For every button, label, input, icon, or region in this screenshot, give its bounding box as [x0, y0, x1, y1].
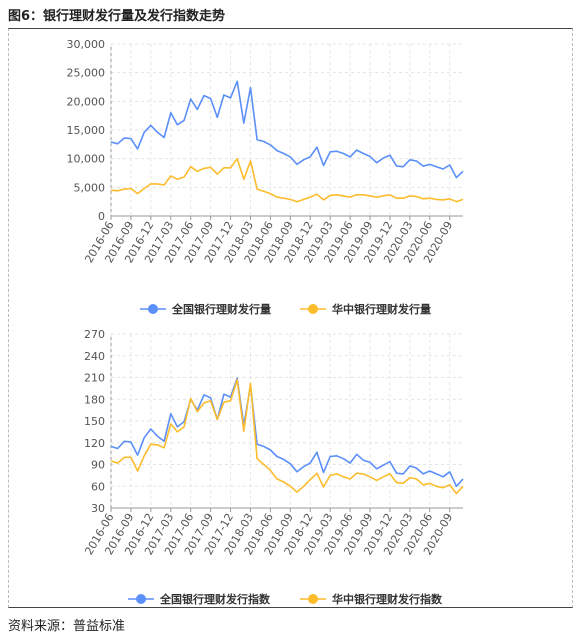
- legend-label: 华中银行理财发行量: [332, 302, 431, 316]
- legend-marker: [136, 594, 146, 604]
- legend-label: 华中银行理财发行指数: [332, 592, 443, 606]
- legend-item-1: 全国银行理财发行指数: [128, 592, 271, 606]
- y-tick-label: 120: [84, 437, 105, 450]
- y-tick-label: 30: [91, 502, 105, 515]
- legend-item-1: 全国银行理财发行量: [140, 302, 271, 316]
- series-line-2: [110, 157, 464, 203]
- legend-marker: [308, 594, 318, 604]
- y-tick-label: 20,000: [67, 95, 106, 108]
- series-line-1: [110, 377, 464, 488]
- issuance-index-chart: 3060901201501802102402702016-062016-0920…: [82, 328, 464, 606]
- issuance-volume-chart: 05,00010,00015,00020,00025,00030,0002016…: [67, 38, 464, 316]
- series-line-1: [110, 80, 464, 179]
- y-tick-label: 30,000: [67, 38, 106, 51]
- figure-title: 图6：银行理财发行量及发行指数走势: [8, 9, 226, 24]
- legend-item-2: 华中银行理财发行指数: [300, 592, 443, 606]
- y-tick-label: 0: [98, 210, 105, 223]
- y-tick-label: 90: [91, 459, 105, 472]
- source-note: 资料来源：普益标准: [8, 619, 126, 634]
- y-tick-label: 60: [91, 480, 105, 493]
- y-tick-label: 10,000: [67, 153, 106, 166]
- legend-label: 全国银行理财发行量: [171, 302, 271, 316]
- y-tick-label: 270: [84, 328, 105, 341]
- legend-label: 全国银行理财发行指数: [159, 592, 271, 606]
- legend-marker: [308, 304, 318, 314]
- y-tick-label: 15,000: [67, 124, 106, 137]
- series-line-2: [110, 378, 464, 495]
- y-tick-label: 240: [84, 350, 105, 363]
- figure-frame: [8, 28, 573, 608]
- y-tick-label: 210: [84, 372, 105, 385]
- y-tick-label: 25,000: [67, 67, 106, 80]
- legend-item-2: 华中银行理财发行量: [300, 302, 431, 316]
- y-tick-label: 180: [84, 393, 105, 406]
- y-tick-label: 150: [84, 415, 105, 428]
- y-tick-label: 5,000: [74, 181, 106, 194]
- legend-marker: [148, 304, 158, 314]
